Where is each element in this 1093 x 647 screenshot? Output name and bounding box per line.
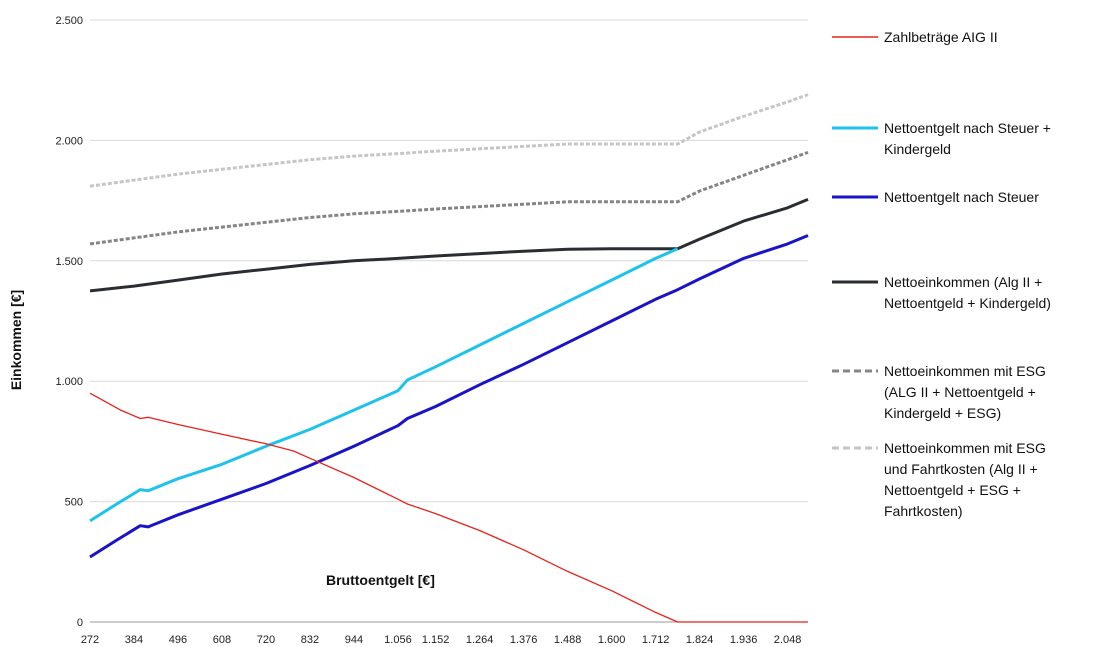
legend-label: und Fahrtkosten (Alg II + (884, 461, 1038, 477)
y-tick-label: 1.000 (55, 376, 83, 388)
legend-label: Zahlbeträge AIG II (884, 29, 998, 45)
x-tick-label: 608 (213, 634, 231, 646)
legend-label: Nettoentgeld + ESG + (884, 482, 1021, 498)
x-tick-label: 832 (301, 634, 319, 646)
y-tick-label: 2.500 (55, 15, 83, 27)
x-tick-label: 496 (169, 634, 187, 646)
legend: Zahlbeträge AIG II Nettoentgelt nach Steu… (832, 29, 1051, 519)
x-tick-label: 1.824 (686, 634, 714, 646)
legend-label: Nettoeinkommen (Alg II + (884, 274, 1042, 290)
x-tick-label: 1.488 (554, 634, 582, 646)
series-line (89, 247, 679, 523)
legend-label: Nettoentgeld + Kindergeld) (884, 295, 1051, 311)
series-line (89, 93, 809, 188)
series-lines (89, 93, 809, 623)
legend-label: Nettoeinkommen mit ESG (884, 440, 1046, 456)
x-tick-label: 720 (257, 634, 275, 646)
y-tick-label: 0 (77, 617, 83, 629)
x-axis-title: Bruttoentgelt [€] (326, 572, 435, 588)
x-tick-label: 1.264 (466, 634, 494, 646)
y-tick-label: 2.000 (55, 135, 83, 147)
x-tick-label: 272 (81, 634, 99, 646)
legend-label: Nettoentgelt nach Steuer (884, 189, 1039, 205)
x-tick-label: 1.376 (510, 634, 538, 646)
series-line (89, 150, 809, 246)
x-tick-label: 944 (345, 634, 363, 646)
legend-label: (ALG II + Nettoentgeld + (884, 384, 1036, 400)
legend-label: Kindergeld (884, 141, 951, 157)
legend-label: Nettoentgelt nach Steuer + (884, 120, 1051, 136)
legend-label: Nettoeinkommen mit ESG (884, 363, 1046, 379)
legend-label: Fahrtkosten) (884, 503, 963, 519)
x-tick-label: 1.152 (422, 634, 450, 646)
legend-label: Kindergeld + ESG) (884, 405, 1001, 421)
x-tick-label: 1.600 (598, 634, 626, 646)
y-tick-label: 1.500 (55, 256, 83, 268)
y-axis-tick-labels: 0 500 1.000 1.500 2.000 2.500 (55, 15, 83, 629)
x-tick-label: 1.056 (384, 634, 412, 646)
series-line (89, 392, 808, 623)
x-tick-label: 1.712 (642, 634, 670, 646)
y-tick-label: 500 (65, 497, 83, 509)
series-line (89, 198, 809, 293)
series-line (89, 234, 809, 559)
gridlines (90, 19, 808, 623)
y-axis-title: Einkommen [€] (8, 290, 24, 390)
x-tick-label: 1.936 (730, 634, 758, 646)
x-axis-tick-labels: 272 384 496 608 720 832 944 1.056 1.152 1.264 1.37… (81, 634, 802, 646)
x-tick-label: 384 (125, 634, 143, 646)
x-tick-label: 2.048 (774, 634, 802, 646)
